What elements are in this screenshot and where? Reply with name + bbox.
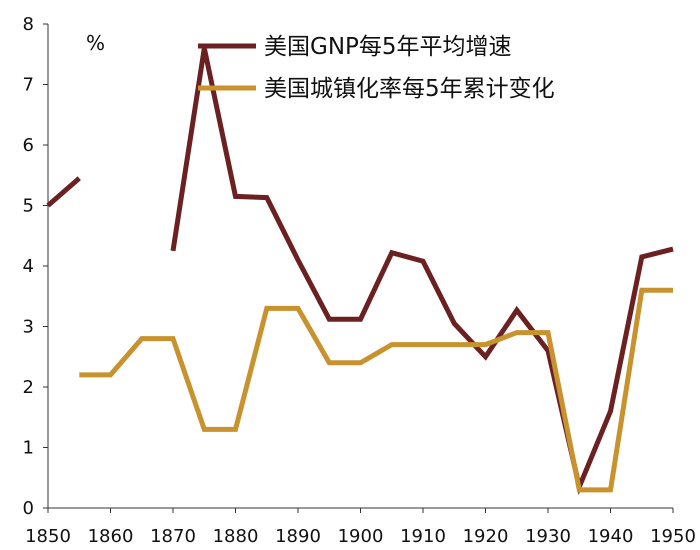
y-tick-label: 6 [23,135,34,156]
x-tick-label: 1870 [150,526,196,547]
y-tick-label: 0 [23,498,34,519]
series-lines [46,47,674,495]
x-tick-label: 1910 [400,526,446,547]
series-line-1 [170,47,674,495]
legend-label-2: 美国城镇化率每5年累计变化 [264,76,555,102]
y-tick-label: 8 [23,14,34,35]
y-tick-label: 2 [23,377,34,398]
y-tick-label: 3 [23,317,34,338]
x-tick-label: 1940 [588,526,634,547]
x-tick-label: 1890 [275,526,321,547]
x-axis-ticks: 1850 1860 1870 1880 1890 1900 1910 1920 1930 1940… [25,508,696,547]
series-line-2 [79,287,673,493]
x-tick-label: 1900 [338,526,384,547]
x-tick-label: 1850 [25,526,71,547]
y-tick-label: 4 [23,256,34,277]
series-line-1 [46,176,81,208]
y-tick-label: 7 [23,75,34,96]
x-tick-label: 1920 [463,526,509,547]
y-tick-label: 5 [23,196,34,217]
x-tick-label: 1860 [88,526,134,547]
legend-label-1: 美国GNP每5年平均增速 [264,34,512,60]
x-tick-label: 1950 [650,526,696,547]
y-axis-ticks: 0 1 2 3 4 5 6 7 8 [23,14,48,519]
unit-label: % [86,31,105,55]
x-tick-label: 1930 [525,526,571,547]
x-tick-label: 1880 [213,526,259,547]
y-tick-label: 1 [23,438,34,459]
